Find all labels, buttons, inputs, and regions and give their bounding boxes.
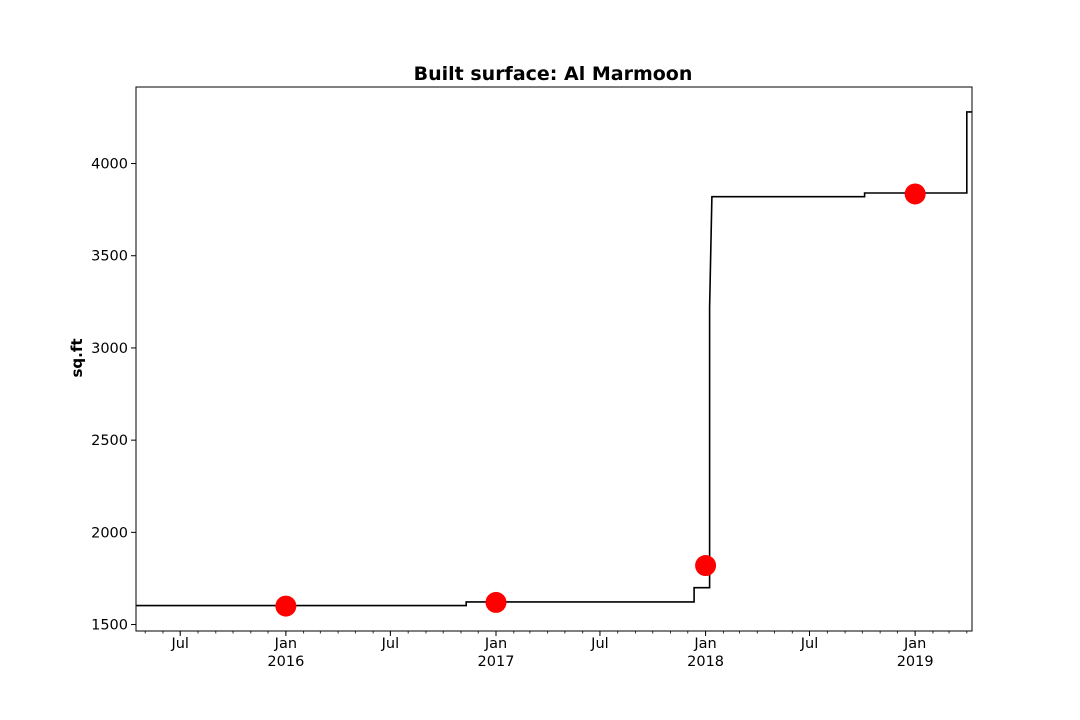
- x-tick-label: Jul: [590, 636, 609, 652]
- plot-area: [136, 111, 972, 617]
- series-line: [136, 111, 972, 607]
- chart-title: Built surface: Al Marmoon: [414, 63, 693, 85]
- x-tick-label: Jan: [484, 636, 507, 652]
- x-tick-year-label: 2017: [478, 654, 515, 670]
- plot-frame: [135, 86, 973, 632]
- x-tick-label: Jul: [800, 636, 819, 652]
- y-tick-label: 1500: [91, 618, 128, 634]
- y-axis: 1500 2000 2500 3000 3500 4000: [91, 157, 136, 634]
- y-tick-label: 4000: [91, 157, 128, 173]
- x-tick-year-label: 2016: [267, 654, 304, 670]
- y-tick-label: 2000: [91, 525, 128, 541]
- y-axis-label: sq.ft: [68, 338, 86, 377]
- x-axis: Jul Jan 2016 Jul Jan 2017 Jul Jan 2018 Jul Jan 2019: [144, 631, 968, 670]
- y-tick-label: 3500: [91, 249, 128, 265]
- x-tick-label: Jan: [274, 636, 297, 652]
- data-point-marker: [904, 183, 926, 205]
- data-point-marker: [275, 595, 297, 617]
- x-tick-year-label: 2019: [897, 654, 934, 670]
- x-tick-label: Jan: [903, 636, 926, 652]
- y-tick-label: 3000: [91, 341, 128, 357]
- data-point-marker: [485, 591, 507, 613]
- x-tick-label: Jan: [693, 636, 716, 652]
- y-tick-label: 2500: [91, 433, 128, 449]
- x-tick-label: Jul: [381, 636, 400, 652]
- x-tick-label: Jul: [170, 636, 189, 652]
- data-point-marker: [695, 555, 717, 577]
- x-tick-year-label: 2018: [687, 654, 724, 670]
